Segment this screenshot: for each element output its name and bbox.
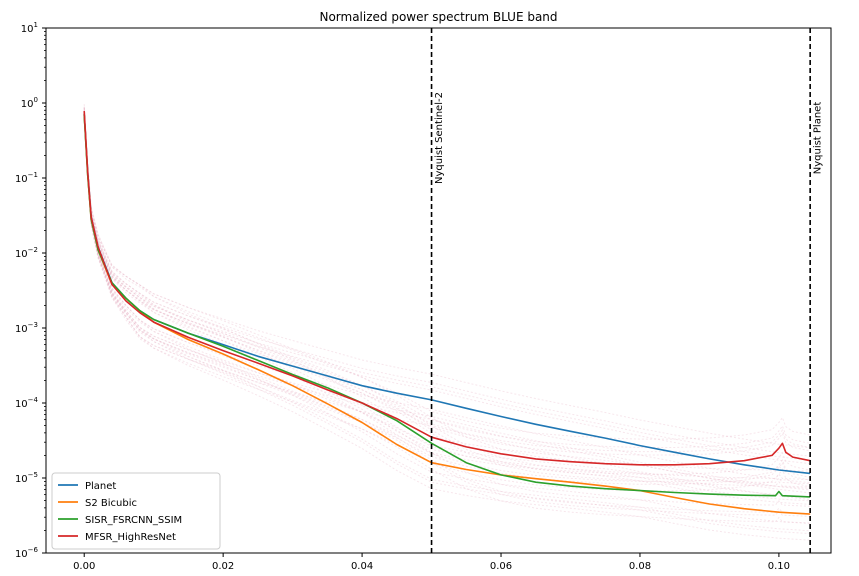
x-tick-label: 0.02 [212, 561, 234, 572]
legend-label-mfsr-highresnet: MFSR_HighResNet [85, 532, 176, 543]
faint-trace [83, 107, 811, 453]
faint-trace [83, 117, 811, 535]
faint-trace [83, 112, 811, 475]
faint-trace [83, 106, 811, 448]
faint-trace [83, 117, 811, 514]
faint-trace [83, 116, 811, 491]
faint-trace [83, 116, 811, 494]
faint-trace [83, 114, 811, 492]
faint-trace [83, 117, 811, 532]
faint-trace [83, 107, 811, 489]
nyquist-lines: Nyquist Sentinel-2 Nyquist Planet [430, 28, 824, 553]
y-axis: 10−6 10−5 10−4 10−3 10−2 10−1 100 101 [15, 21, 46, 560]
faint-trace [83, 112, 811, 488]
faint-trace [83, 107, 811, 472]
faint-trace [83, 108, 811, 456]
y-tick-label: 10−2 [15, 246, 38, 260]
faint-trace [83, 116, 811, 524]
plot-frame [45, 27, 832, 554]
legend: Planet S2 Bicubic SISR_FSRCNN_SSIM MFSR_Hig… [51, 472, 221, 550]
y-tick-label: 10−3 [15, 321, 38, 335]
faint-trace [83, 110, 811, 498]
legend-box [51, 472, 221, 550]
chart-title: Normalized power spectrum BLUE band [319, 10, 557, 24]
y-tick-label: 100 [21, 96, 38, 110]
faint-trace [83, 118, 811, 524]
series-line-sisr-fsrcnn-ssim [83, 114, 811, 498]
faint-trace [83, 111, 811, 465]
series-layer [83, 111, 811, 515]
x-tick-label: 0.00 [73, 561, 95, 572]
faint-trace [83, 106, 811, 449]
vline-label-nyquist-planet: Nyquist Planet [813, 102, 824, 175]
y-tick-label: 10−5 [15, 471, 38, 485]
series-line-planet [83, 113, 811, 475]
faint-trace [83, 111, 811, 502]
x-tick-label: 0.06 [490, 561, 512, 572]
faint-trace [83, 110, 811, 481]
legend-label-s2-bicubic: S2 Bicubic [85, 498, 137, 509]
x-tick-label: 0.08 [629, 561, 651, 572]
legend-label-planet: Planet [85, 481, 116, 492]
faint-trace [83, 112, 811, 505]
x-tick-label: 0.10 [768, 561, 790, 572]
y-tick-label: 10−4 [15, 396, 39, 410]
x-tick-label: 0.04 [351, 561, 373, 572]
faint-trace [83, 114, 811, 485]
faint-trace [83, 104, 811, 440]
y-tick-label: 10−6 [15, 546, 39, 560]
vline-label-nyquist-sentinel-2: Nyquist Sentinel-2 [434, 92, 445, 184]
faint-trace [83, 111, 811, 485]
x-axis: 0.00 0.02 0.04 0.06 0.08 0.10 [73, 553, 790, 572]
faint-trace [83, 113, 811, 482]
faint-trace [83, 116, 811, 507]
faint-trace [83, 110, 811, 461]
y-tick-label: 101 [21, 21, 38, 35]
series-line-mfsr-highresnet [83, 111, 811, 466]
faint-trace [83, 109, 811, 457]
faint-trace [83, 117, 811, 517]
legend-label-sisr-fsrcnn-ssim: SISR_FSRCNN_SSIM [85, 515, 182, 526]
y-tick-label: 10−1 [15, 171, 38, 185]
faint-trace [83, 115, 811, 484]
